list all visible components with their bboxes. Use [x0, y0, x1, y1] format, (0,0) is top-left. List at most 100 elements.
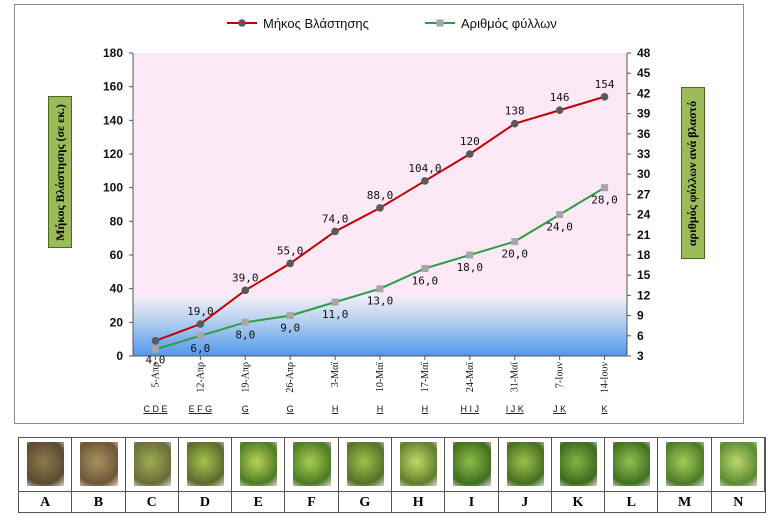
stage-photo	[453, 442, 491, 486]
chart-svg: 0204060801001201401601803691215182124273…	[103, 16, 651, 414]
y-right-tick-label: 3	[637, 349, 644, 363]
stage-photo	[666, 442, 704, 486]
legend-marker	[436, 19, 444, 27]
growth-stage-label: H	[422, 404, 429, 414]
data-label: 24,0	[546, 221, 573, 234]
data-label: 13,0	[367, 295, 394, 308]
series-point-length	[286, 259, 294, 268]
y-left-tick-label: 120	[103, 147, 123, 161]
y-right-tick-label: 30	[637, 167, 651, 181]
y-left-tick-label: 20	[110, 315, 124, 329]
series-point-leaves	[376, 285, 384, 293]
stage-photo	[133, 442, 171, 486]
stage-photo	[346, 442, 384, 486]
y-right-tick-label: 39	[637, 107, 651, 121]
y-left-tick-label: 100	[103, 181, 123, 195]
y-right-tick-label: 36	[637, 127, 651, 141]
data-label: 8,0	[235, 328, 255, 341]
growth-stage-label: H	[332, 404, 339, 414]
y-right-tick-label: 9	[637, 309, 644, 323]
growth-stage-label: C D E	[143, 404, 167, 414]
photo-label: C	[125, 491, 179, 513]
photo-label: L	[605, 491, 659, 513]
stage-photo	[400, 442, 438, 486]
stage-photo	[559, 442, 598, 486]
data-label: 138	[505, 105, 525, 118]
y-left-tick-label: 80	[110, 214, 124, 228]
series-point-leaves	[286, 312, 294, 320]
y-left-tick-label: 60	[110, 248, 124, 262]
data-label: 20,0	[501, 248, 528, 261]
legend-label: Μήκος Βλάστησης	[263, 16, 369, 31]
photo-cell	[19, 438, 73, 491]
y-right-tick-label: 27	[637, 187, 651, 201]
photo-label: M	[658, 491, 712, 513]
growth-stage-label: K	[602, 404, 608, 414]
x-tick-label: 5-Απρ	[150, 362, 161, 388]
right-axis-title: αριθμός φύλλων ανά βλαστό	[681, 87, 705, 259]
y-right-tick-label: 24	[637, 208, 651, 222]
photo-cell	[179, 438, 233, 491]
legend-marker	[238, 19, 246, 27]
x-tick-label: 12-Απρ	[195, 362, 206, 393]
series-point-length	[466, 150, 474, 158]
stage-photo	[240, 442, 278, 486]
growth-stage-label: I J K	[506, 404, 524, 414]
data-label: 88,0	[367, 189, 394, 202]
photo-label: J	[498, 491, 552, 513]
chart-frame: 0 20 40 60 80 100 120 140 160 180 3 6 9 12 15 18 21 24 27 3…	[14, 4, 744, 424]
photo-label: B	[72, 491, 126, 513]
data-label: 9,0	[280, 322, 300, 335]
data-label: 19,0	[187, 305, 214, 318]
photo-cell	[126, 438, 179, 491]
photo-label: N	[711, 491, 765, 513]
plot-background-upper	[133, 53, 627, 296]
series-point-length	[421, 177, 429, 185]
stage-photo	[80, 442, 118, 486]
series-point-leaves	[151, 345, 159, 353]
photo-cell	[605, 438, 659, 491]
x-tick-label: 3-Μαϊ	[330, 362, 341, 387]
photo-cell	[658, 438, 712, 491]
series-point-leaves	[331, 298, 339, 306]
y-right-tick-label: 6	[637, 329, 644, 343]
y-right-tick-label: 15	[637, 268, 651, 282]
growth-stage-label: H	[377, 404, 384, 414]
data-label: 6,0	[190, 342, 210, 355]
photo-cell	[232, 438, 286, 491]
series-point-length	[241, 286, 250, 295]
photo-label: E	[232, 491, 286, 513]
series-point-length	[151, 337, 160, 345]
photo-cell	[552, 438, 606, 491]
series-point-leaves	[556, 211, 564, 219]
series-point-leaves	[196, 332, 204, 340]
growth-stage-label: G	[242, 404, 249, 414]
series-point-length	[600, 92, 609, 101]
y-right-tick-label: 48	[637, 46, 651, 60]
data-label: 120	[460, 135, 480, 148]
photo-label: H	[392, 491, 446, 513]
data-label: 39,0	[232, 271, 259, 284]
y-left-tick-label: 0	[116, 349, 123, 363]
photo-cell	[712, 438, 765, 491]
x-tick-label: 17-Μαϊ	[420, 362, 431, 392]
photo-label: A	[19, 491, 73, 513]
photo-cell	[445, 438, 499, 491]
x-tick-label: 24-Μαϊ	[465, 362, 476, 392]
data-label: 11,0	[322, 308, 349, 321]
growth-stage-label: J K	[553, 404, 566, 414]
y-right-tick-label: 18	[637, 248, 651, 262]
stage-photo	[613, 442, 651, 486]
photo-cell	[72, 438, 126, 491]
y-left-tick-label: 160	[103, 80, 123, 94]
x-tick-label: 10-Μαϊ	[375, 362, 386, 392]
series-point-leaves	[241, 318, 249, 326]
photo-cell	[339, 438, 392, 491]
photo-cell	[499, 438, 552, 491]
series-point-leaves	[511, 238, 519, 246]
plot-background-lower	[133, 295, 627, 356]
x-tick-label: 7-Ιουν	[555, 362, 566, 389]
data-label: 28,0	[591, 194, 618, 207]
series-point-leaves	[466, 251, 474, 259]
